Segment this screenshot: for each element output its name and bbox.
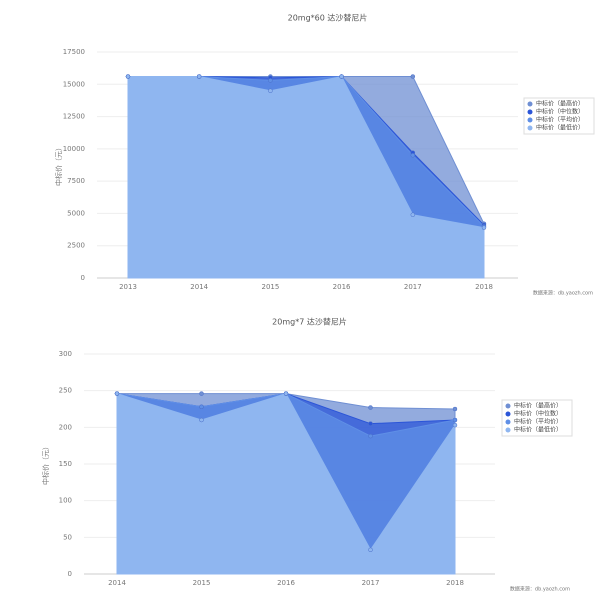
- point: [481, 225, 487, 230]
- legend-label: 中标价（最高价）: [536, 100, 584, 108]
- y-tick-label: 2500: [67, 242, 85, 250]
- point: [125, 74, 131, 79]
- x-tick-label: 2018: [446, 579, 464, 587]
- x-tick-label: 2015: [193, 579, 211, 587]
- source: 数据来源：db.yaozh.com: [510, 586, 570, 593]
- y-tick-label: 12500: [63, 113, 85, 121]
- chart-title: 20mg*60 达沙替尼片: [288, 13, 368, 23]
- y-tick-label: 200: [59, 423, 72, 431]
- y-tick-label: 0: [68, 570, 72, 578]
- legend-label: 中标价（中位数）: [536, 108, 584, 116]
- x-tick-label: 2015: [261, 283, 279, 291]
- point: [114, 391, 120, 396]
- x-tick-label: 2014: [190, 283, 208, 291]
- legend-box: [501, 399, 573, 437]
- legend-marker: [527, 125, 533, 131]
- point: [199, 417, 204, 423]
- x-tick-label: 2014: [108, 579, 126, 587]
- legend-label: 中标价（中位数）: [514, 410, 562, 418]
- x-tick-label: 2017: [362, 579, 380, 587]
- point: [339, 74, 344, 79]
- y-tick-label: 5000: [67, 209, 85, 217]
- y-tick-label: 250: [59, 387, 72, 395]
- point: [368, 547, 373, 553]
- point: [410, 74, 416, 79]
- y-tick-label: 10000: [63, 145, 85, 153]
- legend-label: 中标价（平均价）: [514, 418, 562, 426]
- legend-label: 中标价（最低价）: [514, 426, 562, 434]
- point: [368, 421, 373, 426]
- legend-marker: [527, 109, 533, 115]
- y-tick-label: 0: [81, 274, 85, 282]
- legend-marker: [527, 117, 533, 123]
- legend-label: 中标价（最低价）: [536, 124, 584, 132]
- legend-label: 中标价（最高价）: [514, 402, 562, 410]
- point: [452, 406, 458, 412]
- point: [368, 405, 373, 410]
- x-tick-label: 2018: [475, 283, 493, 291]
- point: [199, 391, 204, 396]
- source: 数据来源：db.yaozh.com: [533, 290, 593, 297]
- y-tick-label: 50: [63, 533, 72, 541]
- y-tick-label: 7500: [67, 177, 85, 185]
- legend-box: [523, 97, 595, 135]
- y-axis-label: 中标价（元）: [54, 144, 63, 186]
- point: [368, 433, 373, 439]
- legend-marker: [505, 419, 511, 425]
- x-tick-label: 2016: [277, 579, 295, 587]
- point: [283, 391, 289, 396]
- point: [196, 74, 202, 79]
- y-tick-label: 150: [59, 460, 72, 468]
- y-tick-label: 17500: [63, 48, 85, 56]
- legend-marker: [505, 403, 511, 409]
- y-axis-label: 中标价（元）: [41, 443, 50, 485]
- legend-label: 中标价（平均价）: [536, 116, 584, 124]
- area: [116, 392, 456, 575]
- point: [268, 88, 273, 93]
- point: [452, 422, 458, 428]
- y-tick-label: 15000: [63, 80, 85, 88]
- point: [199, 404, 204, 410]
- legend: 中标价（最高价）中标价（中位数）中标价（平均价）中标价（最低价）: [523, 97, 595, 135]
- legend-marker: [527, 101, 533, 107]
- legend-marker: [505, 411, 511, 417]
- x-tick-label: 2017: [404, 283, 422, 291]
- x-tick-label: 2016: [333, 283, 351, 291]
- point: [410, 153, 416, 158]
- point: [452, 417, 458, 423]
- y-tick-label: 100: [59, 497, 72, 505]
- y-tick-label: 300: [59, 350, 72, 358]
- point: [268, 78, 273, 83]
- legend-marker: [505, 427, 511, 433]
- legend: 中标价（最高价）中标价（中位数）中标价（平均价）中标价（最低价）: [501, 399, 573, 437]
- point: [410, 212, 416, 217]
- chart-title: 20mg*7 达沙替尼片: [272, 317, 347, 327]
- x-tick-label: 2013: [119, 283, 137, 291]
